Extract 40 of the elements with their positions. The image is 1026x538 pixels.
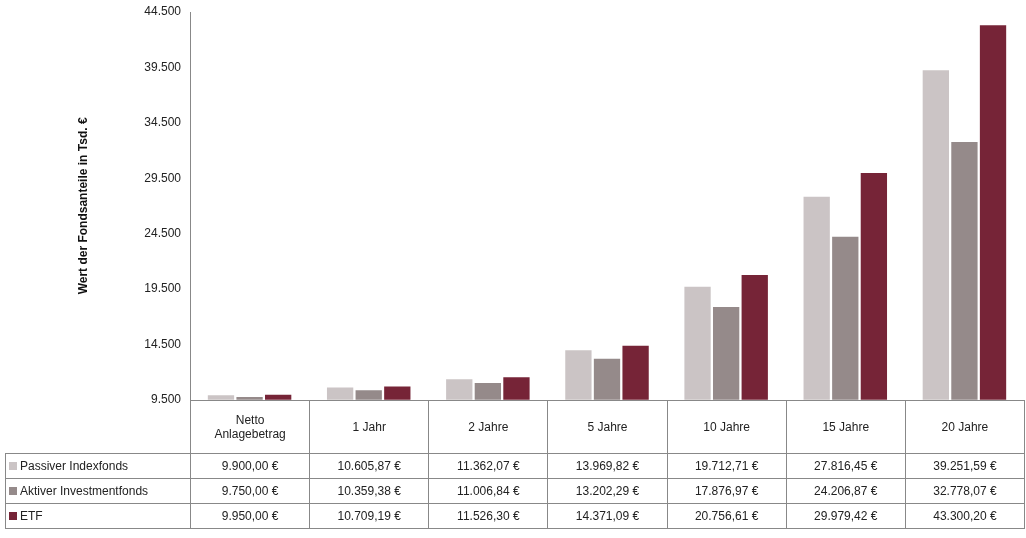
data-label: 13.969,82 € bbox=[547, 453, 668, 479]
data-label: 10.605,87 € bbox=[309, 453, 429, 479]
legend-label: ETF bbox=[5, 503, 191, 529]
x-tick-label: 1 Jahr bbox=[309, 400, 429, 454]
data-label: 20.756,61 € bbox=[667, 503, 787, 529]
y-tick-label: 14.500 bbox=[144, 336, 182, 351]
y-tick-label: 34.500 bbox=[144, 115, 182, 130]
y-axis-title: Wert der Fondsanteile in Tsd. € bbox=[75, 117, 90, 295]
data-label: 39.251,59 € bbox=[905, 453, 1025, 479]
x-tick-label: 15 Jahre bbox=[786, 400, 906, 454]
y-tick-label: 24.500 bbox=[144, 225, 182, 240]
x-tick-label: 2 Jahre bbox=[428, 400, 548, 454]
data-label: 11.362,07 € bbox=[428, 453, 548, 479]
data-label: 9.750,00 € bbox=[190, 478, 310, 504]
y-tick-label: 9.500 bbox=[150, 392, 182, 407]
x-tick-label: 5 Jahre bbox=[547, 400, 668, 454]
data-label: 32.778,07 € bbox=[905, 478, 1025, 504]
y-tick-label: 19.500 bbox=[144, 281, 182, 296]
y-tick-label: 44.500 bbox=[144, 4, 182, 19]
legend-label: Passiver Indexfonds bbox=[5, 453, 191, 479]
data-label: 11.006,84 € bbox=[428, 478, 548, 504]
data-label: 14.371,09 € bbox=[547, 503, 668, 529]
data-label: 10.709,19 € bbox=[309, 503, 429, 529]
data-label: 29.979,42 € bbox=[786, 503, 906, 529]
y-tick-label: 39.500 bbox=[144, 59, 182, 74]
data-label: 11.526,30 € bbox=[428, 503, 548, 529]
data-label: 17.876,97 € bbox=[667, 478, 787, 504]
data-label: 9.950,00 € bbox=[190, 503, 310, 529]
data-label: 10.359,38 € bbox=[309, 478, 429, 504]
data-label: 27.816,45 € bbox=[786, 453, 906, 479]
x-tick-label: 10 Jahre bbox=[667, 400, 787, 454]
data-label: 13.202,29 € bbox=[547, 478, 668, 504]
y-tick-label: 29.500 bbox=[144, 170, 182, 185]
data-label: 43.300,20 € bbox=[905, 503, 1025, 529]
x-tick-label: 20 Jahre bbox=[905, 400, 1025, 454]
legend-label: Aktiver Investmentfonds bbox=[5, 478, 191, 504]
data-label: 19.712,71 € bbox=[667, 453, 787, 479]
data-label: 9.900,00 € bbox=[190, 453, 310, 479]
data-label: 24.206,87 € bbox=[786, 478, 906, 504]
x-tick-label: Netto Anlagebetrag bbox=[190, 400, 310, 454]
